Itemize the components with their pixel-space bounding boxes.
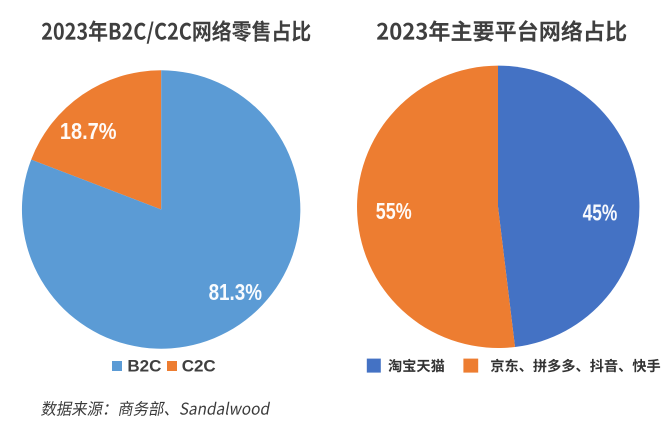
- svg-text:55%: 55%: [376, 199, 412, 225]
- svg-text:81.3%: 81.3%: [209, 280, 263, 305]
- svg-text:18.7%: 18.7%: [60, 117, 117, 144]
- svg-text:C2C: C2C: [182, 356, 216, 375]
- svg-text:45%: 45%: [583, 201, 618, 226]
- svg-text:B2C: B2C: [127, 356, 161, 375]
